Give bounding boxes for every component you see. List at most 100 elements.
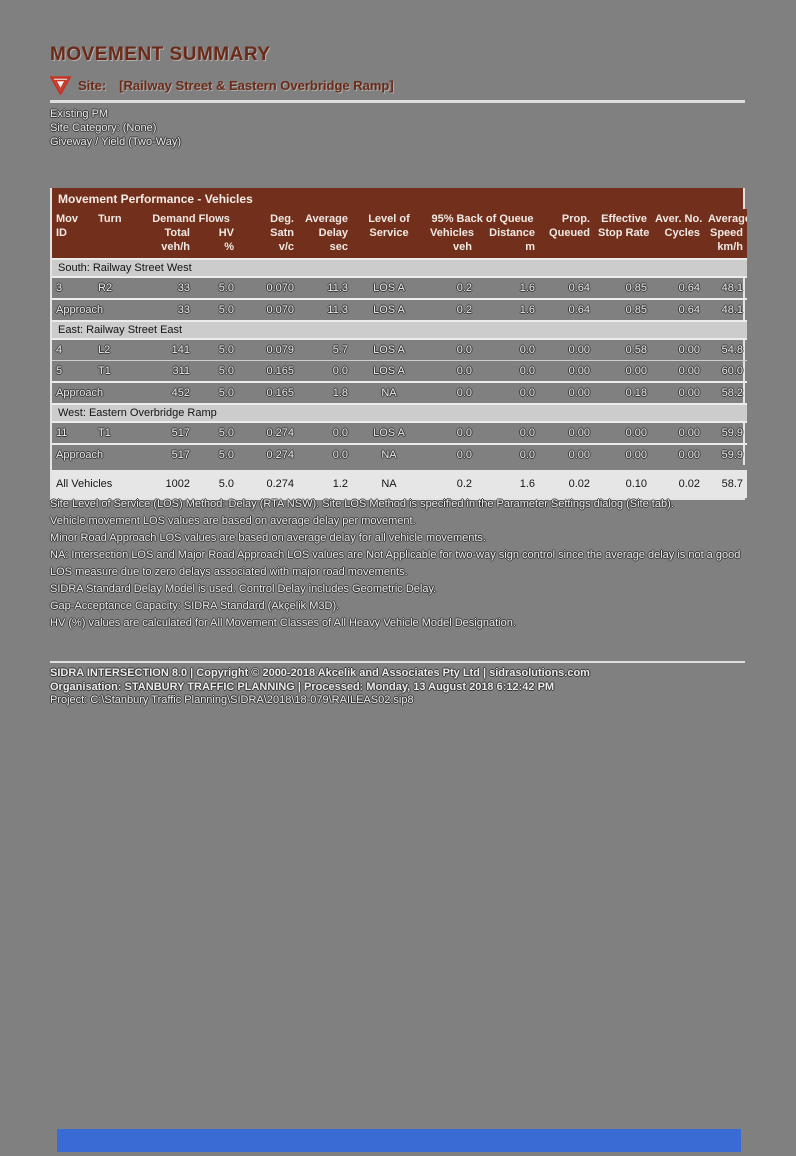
cell: NA (352, 443, 426, 469)
cell: NA (352, 465, 426, 498)
col-sub: Satn (238, 226, 298, 240)
cell: 0.0 (426, 381, 476, 405)
cell: 0.165 (238, 360, 298, 383)
table-row: Approach 452 5.0 0.165 1.8 NA 0.0 0.0 0.00 0.18 0.… (52, 381, 747, 405)
note: Site Level of Service (LOS) Method: Dela… (50, 498, 674, 510)
col-unit (94, 240, 144, 259)
cell: 59.9 (704, 422, 747, 445)
col-demand-flows: Demand Flows (144, 209, 238, 226)
cell: 54.8 (704, 339, 747, 361)
cell: 0.165 (238, 381, 298, 405)
cell: Approach (52, 443, 144, 469)
site-name: [Railway Street & Eastern Overbridge Ram… (119, 78, 394, 93)
col-unit (594, 240, 651, 259)
col-unit (52, 240, 94, 259)
col-turn: Turn (94, 209, 144, 226)
page-title: MOVEMENT SUMMARY (50, 44, 271, 65)
table-row: 11 T1 517 5.0 0.274 0.0 LOS A 0.0 0.0 0.00 0.00 0.0… (52, 422, 747, 445)
cell: 1.6 (476, 298, 539, 322)
cell: 0.00 (539, 381, 594, 405)
col-sub: Cycles (651, 226, 704, 240)
site-label: Site: (78, 78, 107, 93)
cell: 0.64 (539, 277, 594, 300)
col-sub: Stop Rate (594, 226, 651, 240)
cell: 58.2 (704, 381, 747, 405)
note: Vehicle movement LOS values are based on… (50, 515, 416, 527)
note: HV (%) values are calculated for All Mov… (50, 617, 516, 629)
cell: 60.0 (704, 360, 747, 383)
col-sub: Total (144, 226, 194, 240)
report-footer: SIDRA INTERSECTION 8.0 | Copyright © 200… (50, 667, 745, 708)
table-row: 5 T1 311 5.0 0.165 0.0 LOS A 0.0 0.0 0.00 0.00 0.00… (52, 360, 747, 383)
cell: 11.3 (298, 277, 352, 300)
col-sub (94, 226, 144, 240)
control-type: Giveway / Yield (Two-Way) (50, 136, 182, 148)
col-unit (651, 240, 704, 259)
cell: 5.0 (194, 277, 238, 300)
site-category: Site Category: (None) (50, 122, 157, 134)
cell: 0.00 (651, 360, 704, 383)
cell: West: Eastern Overbridge Ramp (52, 403, 747, 423)
cell: 0.00 (539, 422, 594, 445)
cell: 58.7 (704, 465, 747, 498)
footer-project-path: Project: C:\Stanbury Traffic Planning\SI… (50, 694, 414, 706)
site-subtitles: Existing PM Site Category: (None) Givewa… (50, 107, 181, 149)
cell: 0.00 (651, 443, 704, 469)
cell: Approach (52, 298, 144, 322)
cell: 0.0 (298, 443, 352, 469)
all-vehicles-row: All Vehicles 1002 5.0 0.274 1.2 NA 0.2 1.6 0.02 0… (52, 465, 747, 498)
col-sub: Service (352, 226, 426, 240)
col-back-of-queue: 95% Back of Queue (426, 209, 539, 226)
col-average-delay: Average (298, 209, 352, 226)
section-row: West: Eastern Overbridge Ramp (52, 403, 747, 423)
cell: 0.85 (594, 298, 651, 322)
cell: 0.64 (651, 298, 704, 322)
cell: 5.0 (194, 298, 238, 322)
cell: LOS A (352, 277, 426, 300)
table-header: Mov Turn Demand Flows Deg. Average Level… (52, 209, 747, 259)
cell: 0.00 (651, 422, 704, 445)
cell: 0.0 (426, 360, 476, 383)
cell: 0.58 (594, 339, 651, 361)
col-unit: veh (426, 240, 476, 259)
cell: 0.00 (539, 360, 594, 383)
cell: 59.9 (704, 443, 747, 469)
cell: 5.7 (298, 339, 352, 361)
cell: 517 (144, 443, 194, 469)
col-sub: Vehicles (426, 226, 476, 240)
cell: 311 (144, 360, 194, 383)
cell: Approach (52, 381, 144, 405)
col-stop-rate: Effective (594, 209, 651, 226)
cell: 0.070 (238, 298, 298, 322)
cell: R2 (94, 277, 144, 300)
cell: 0.00 (594, 422, 651, 445)
col-unit: m (476, 240, 539, 259)
col-prop-queued: Prop. (539, 209, 594, 226)
col-mov: Mov (52, 209, 94, 226)
cell: All Vehicles (52, 465, 144, 498)
cell: 1.2 (298, 465, 352, 498)
cell: 0.18 (594, 381, 651, 405)
cell: 0.0 (298, 422, 352, 445)
col-unit: % (194, 240, 238, 259)
scenario-name: Existing PM (50, 108, 109, 120)
note: SIDRA Standard Delay Model is used. Cont… (50, 583, 437, 595)
cell: 0.00 (539, 339, 594, 361)
cell: 0.274 (238, 465, 298, 498)
col-average-speed: Average (704, 209, 747, 226)
cell: 0.00 (539, 443, 594, 469)
cell: 33 (144, 298, 194, 322)
cell: 0.64 (539, 298, 594, 322)
site-header: Site: [Railway Street & Eastern Overbrid… (49, 76, 394, 96)
col-unit (352, 240, 426, 259)
cell: 0.10 (594, 465, 651, 498)
cell: 0.0 (476, 360, 539, 383)
footnotes: Site Level of Service (LOS) Method: Dela… (50, 496, 745, 632)
cell: 0.0 (476, 443, 539, 469)
cell: NA (352, 381, 426, 405)
cell: 0.0 (298, 360, 352, 383)
table-title: Movement Performance - Vehicles (52, 188, 743, 209)
cell: 48.1 (704, 277, 747, 300)
cell: 517 (144, 422, 194, 445)
cell: South: Railway Street West (52, 258, 747, 278)
